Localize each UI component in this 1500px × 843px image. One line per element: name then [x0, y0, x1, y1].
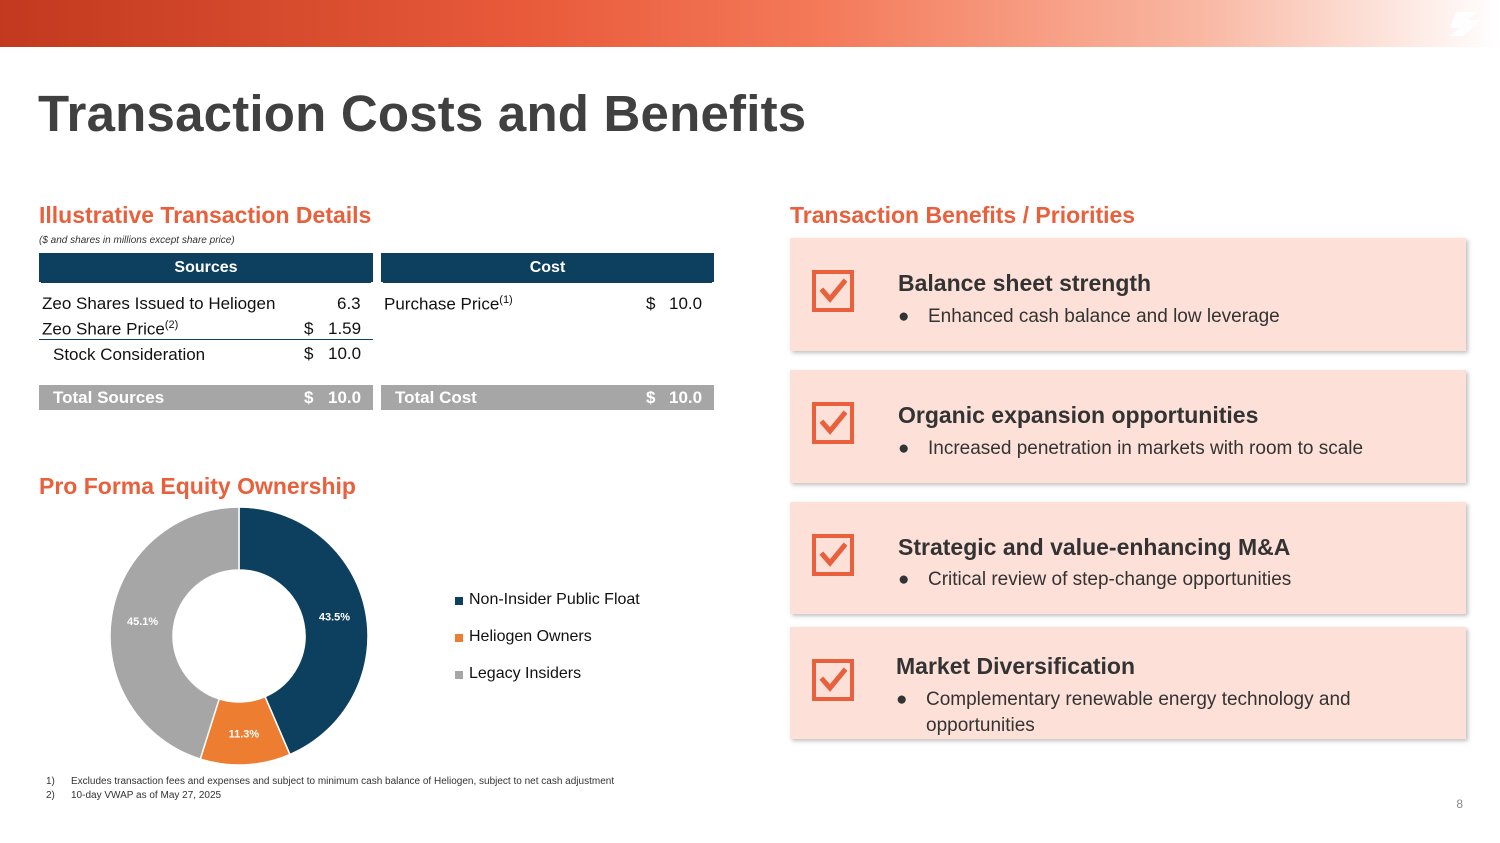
total-sources-value: 10.0 — [328, 388, 362, 407]
footnote-number: 2) — [46, 790, 55, 801]
checkbox-icon — [812, 659, 854, 701]
row-divider — [39, 339, 373, 340]
legend-item: Legacy Insiders — [455, 664, 640, 701]
currency-symbol: $ — [304, 344, 314, 363]
benefit-card: Balance sheet strength ● Enhanced cash b… — [790, 238, 1466, 351]
checkbox-icon — [812, 270, 854, 312]
benefit-card: Market Diversification ● Complementary r… — [790, 627, 1466, 739]
total-sources-label: Total Sources — [53, 388, 165, 407]
legend-swatch — [455, 671, 463, 679]
bullet-icon: ● — [898, 438, 910, 459]
sources-header: Sources — [39, 253, 373, 284]
legend-label: Non-Insider Public Float — [469, 591, 640, 608]
details-heading: Illustrative Transaction Details — [39, 202, 372, 228]
top-banner — [0, 0, 1500, 47]
benefit-text: Enhanced cash balance and low leverage — [928, 306, 1280, 327]
benefit-title: Balance sheet strength — [898, 270, 1152, 296]
footnote-ref: (1) — [499, 294, 513, 306]
footnote-text: 10-day VWAP as of May 27, 2025 — [71, 790, 222, 801]
benefit-text: Critical review of step-change opportuni… — [928, 569, 1292, 590]
benefit-text: Complementary renewable energy technolog… — [926, 689, 1351, 736]
footnote-ref: (2) — [164, 319, 179, 331]
benefit-title: Strategic and value-enhancing M&A — [898, 534, 1291, 560]
legend-item: Heliogen Owners — [455, 627, 640, 664]
sources-row-label: Stock Consideration — [53, 345, 206, 364]
sources-row-value: 10.0 — [328, 344, 362, 363]
benefit-title: Organic expansion opportunities — [898, 402, 1259, 428]
currency-symbol: $ — [646, 294, 656, 313]
total-cost-row: Total Cost $ 10.0 — [381, 385, 714, 410]
slice-label: 11.3% — [229, 728, 260, 740]
page-title: Transaction Costs and Benefits — [38, 85, 807, 142]
total-sources-row: Total Sources $ 10.0 — [39, 385, 373, 410]
total-cost-value: 10.0 — [669, 388, 703, 407]
currency-symbol: $ — [304, 319, 314, 338]
sources-row-value: 6.3 — [337, 294, 361, 313]
company-logo-icon — [1450, 12, 1480, 36]
benefit-title: Market Diversification — [896, 653, 1136, 679]
benefit-card: Organic expansion opportunities ● Increa… — [790, 370, 1466, 483]
legend-label: Legacy Insiders — [469, 665, 582, 682]
currency-symbol: $ — [304, 388, 314, 407]
benefits-heading: Transaction Benefits / Priorities — [790, 202, 1136, 228]
slice-label: 43.5% — [319, 611, 350, 623]
sources-row-value: 1.59 — [328, 319, 362, 338]
donut-slice — [109, 506, 240, 760]
sources-row-label: Zeo Shares Issued to Heliogen — [42, 294, 276, 313]
donut-slice — [238, 506, 369, 756]
currency-symbol: $ — [646, 388, 656, 407]
checkbox-icon — [812, 402, 854, 444]
footnote-number: 1) — [46, 776, 55, 787]
bullet-icon: ● — [898, 306, 910, 327]
footnote-text: Excludes transaction fees and expenses a… — [71, 776, 615, 787]
sources-row-label: Zeo Share Price(2) — [42, 319, 179, 339]
bullet-icon: ● — [896, 689, 908, 710]
ownership-donut-chart: 43.5% 11.3% 45.1% — [109, 506, 369, 766]
total-cost-label: Total Cost — [395, 388, 477, 407]
legend-item: Non-Insider Public Float — [455, 590, 640, 627]
ownership-heading: Pro Forma Equity Ownership — [39, 473, 356, 499]
legend-swatch — [455, 634, 463, 642]
checkbox-icon — [812, 534, 854, 576]
units-note: ($ and shares in millions except share p… — [39, 235, 235, 246]
cost-row-value: 10.0 — [669, 294, 703, 313]
chart-legend: Non-Insider Public Float Heliogen Owners… — [455, 590, 640, 701]
page-number: 8 — [1456, 797, 1463, 811]
legend-label: Heliogen Owners — [469, 628, 592, 645]
cost-header: Cost — [381, 253, 714, 284]
legend-swatch — [455, 597, 463, 605]
benefit-card: Strategic and value-enhancing M&A ● Crit… — [790, 502, 1466, 614]
bullet-icon: ● — [898, 569, 910, 590]
cost-row-label: Purchase Price(1) — [384, 294, 513, 314]
slice-label: 45.1% — [127, 616, 158, 628]
benefit-text: Increased penetration in markets with ro… — [928, 438, 1364, 459]
